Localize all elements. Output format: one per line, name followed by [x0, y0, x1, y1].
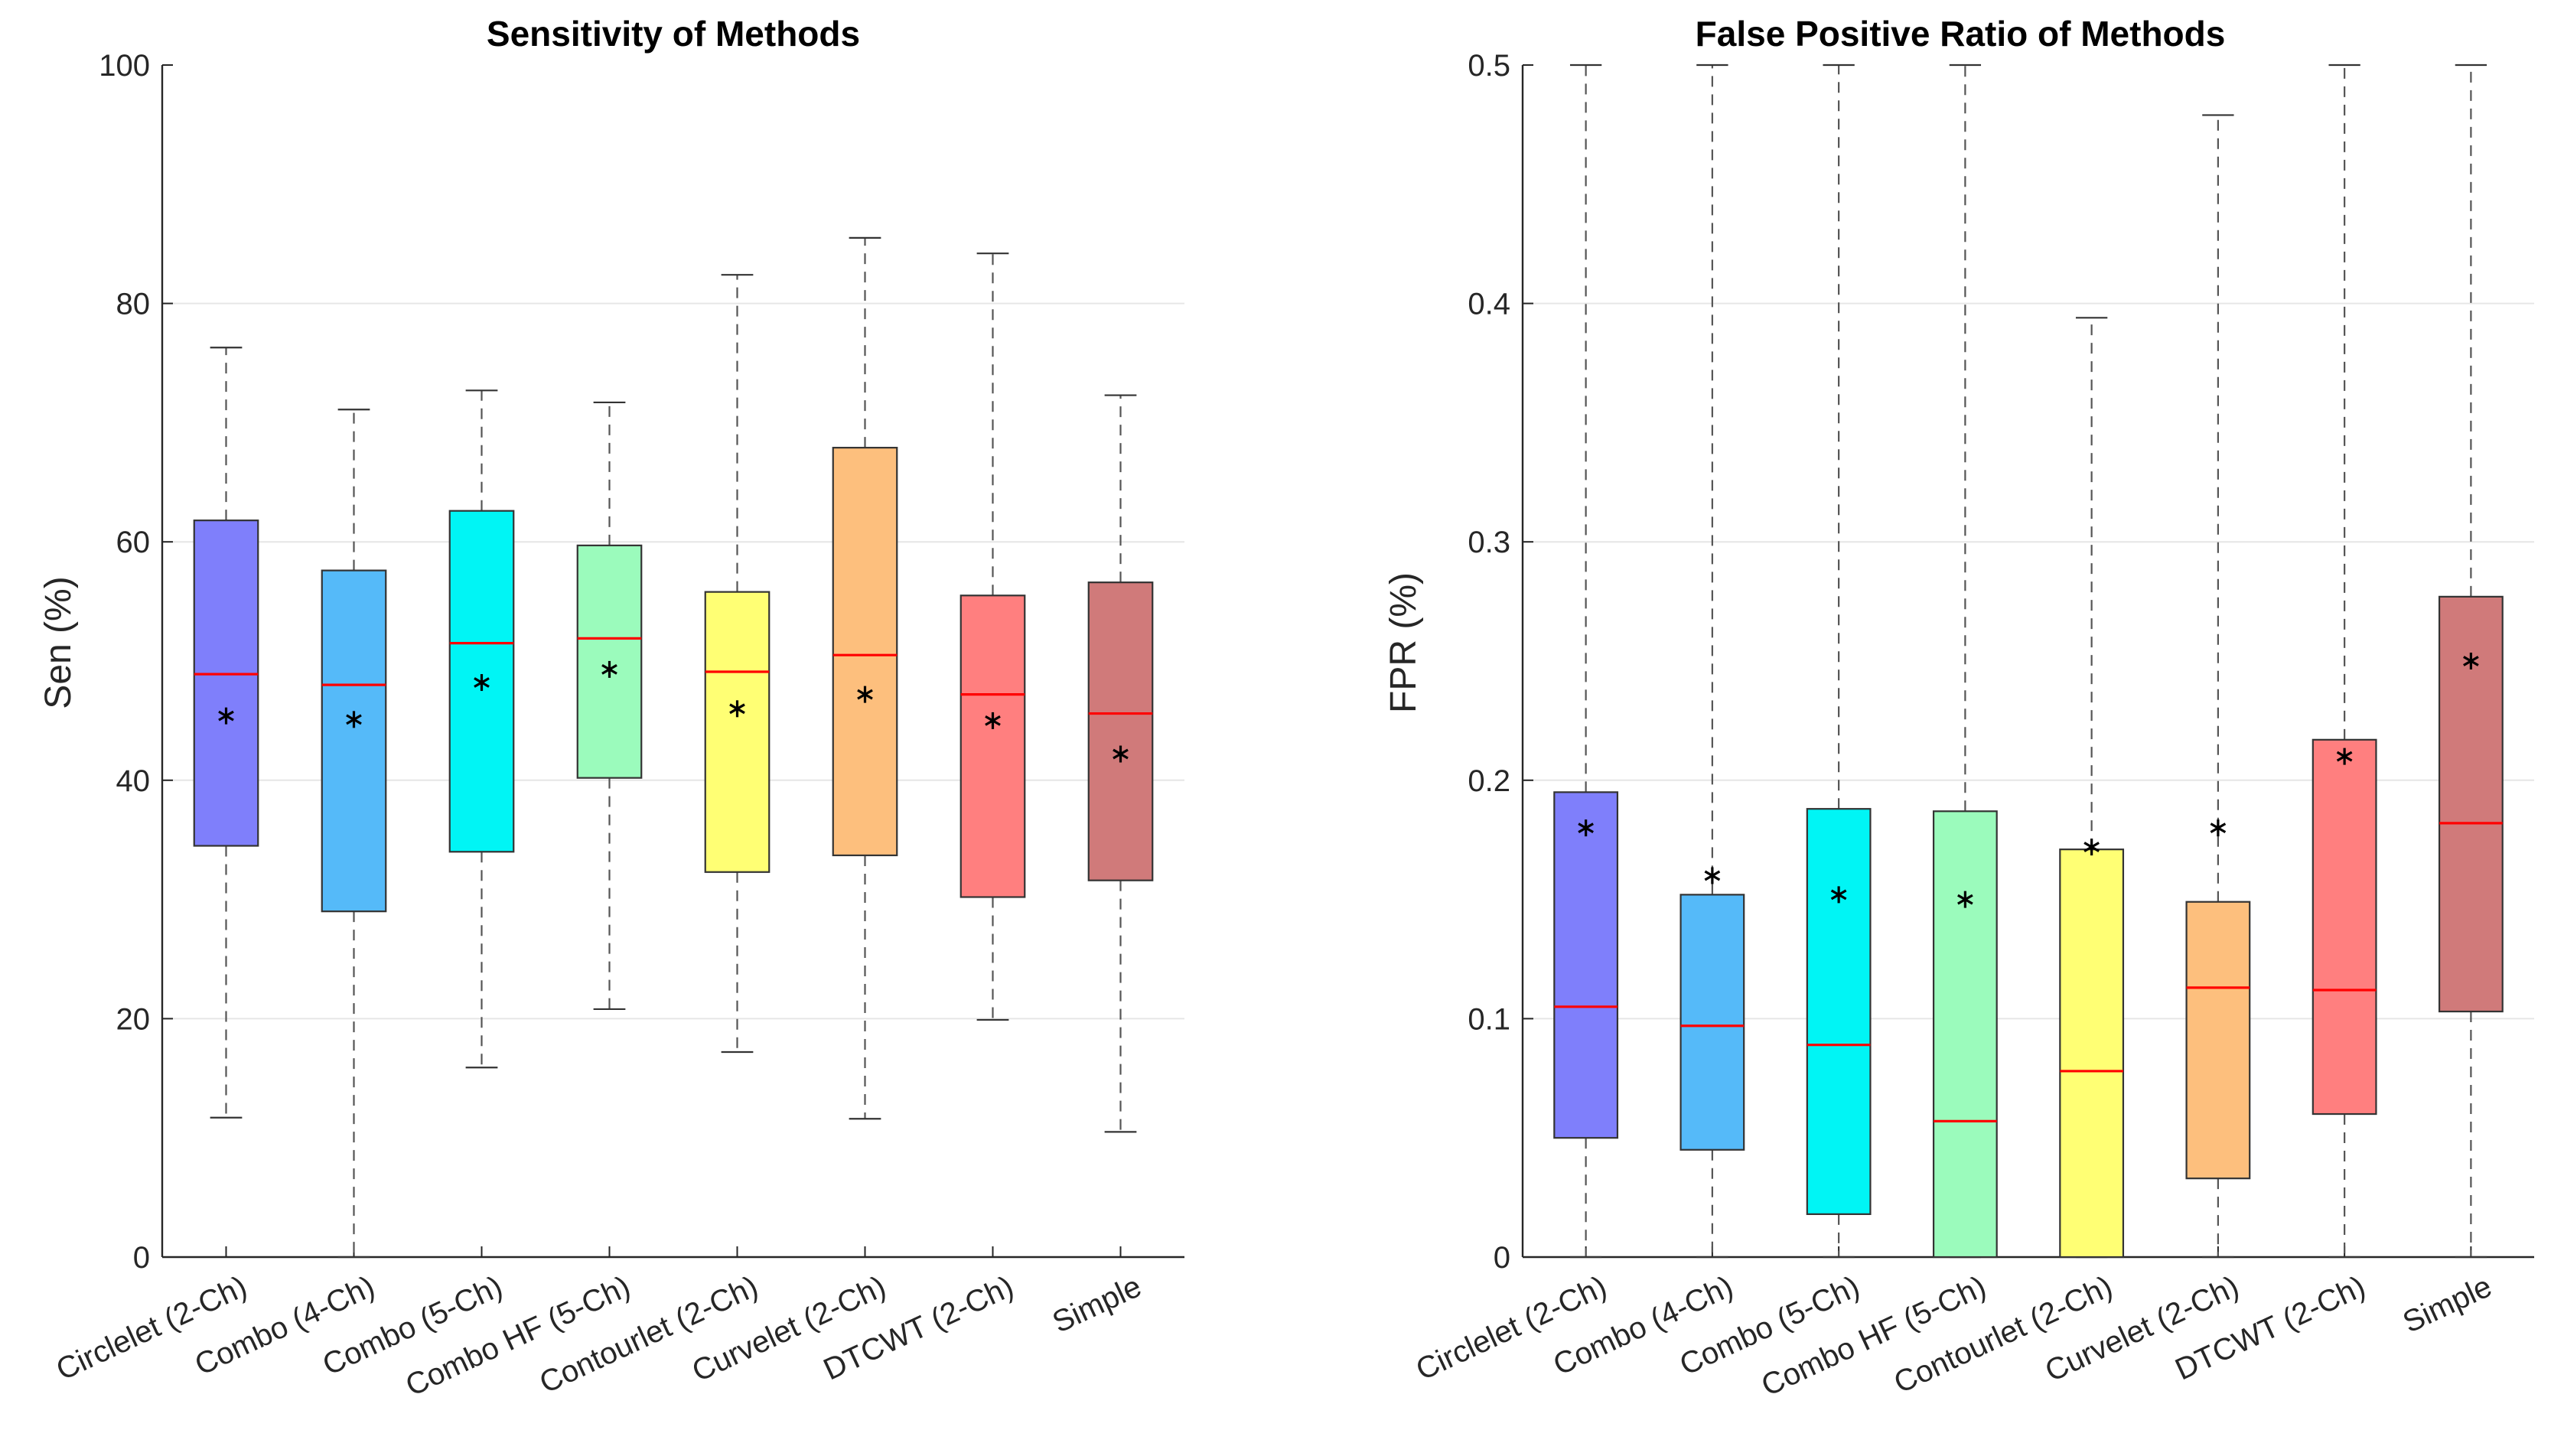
false-positive-ratio-chart: False Positive Ratio of Methods FPR (%) …: [1383, 14, 2534, 1402]
mean-marker-stroke: [1957, 894, 1973, 905]
box: [1553, 791, 1619, 1139]
mean-marker: [1957, 891, 1973, 908]
mean-marker-stroke: [1113, 748, 1129, 760]
mean-marker: [1578, 819, 1594, 837]
y-tick-label: 20: [116, 1002, 151, 1036]
x-tick-label: Combo HF (5-Ch): [401, 1269, 636, 1402]
y-tick-label: 40: [116, 764, 151, 798]
y-tick-label: 100: [99, 49, 150, 83]
mean-marker-stroke: [857, 689, 873, 700]
sensitivity-chart: Sensitivity of Methods Sen (%) 0 20 40 60 80…: [38, 14, 1184, 1402]
mean-marker: [857, 686, 873, 703]
mean-marker: [729, 700, 745, 718]
mean-marker-stroke: [729, 703, 745, 715]
x-tick-label: Contourlet (2-Ch): [535, 1269, 764, 1399]
box: [1932, 810, 1998, 1259]
mean-marker-stroke: [474, 677, 490, 688]
mean-marker: [474, 674, 490, 692]
x-tick-label: Simple: [1047, 1269, 1146, 1340]
mean-marker-stroke: [346, 714, 362, 725]
mean-marker: [1704, 867, 1721, 884]
chart-title: False Positive Ratio of Methods: [1696, 14, 2226, 54]
y-tick-label: 80: [116, 288, 151, 321]
y-axis-label: Sen (%): [38, 576, 79, 708]
mean-marker: [2083, 839, 2100, 856]
y-tick-label: 0.5: [1468, 49, 1510, 83]
x-tick-label: Contourlet (2-Ch): [1889, 1269, 2118, 1399]
y-tick-label: 0.3: [1468, 526, 1510, 559]
box: [193, 520, 259, 847]
mean-marker-stroke: [1704, 870, 1721, 881]
box: [959, 594, 1026, 898]
box: [2312, 738, 2377, 1116]
mean-marker-stroke: [1578, 822, 1594, 834]
box: [832, 447, 898, 857]
box: [2059, 849, 2125, 1259]
x-tick-label: Combo HF (5-Ch): [1757, 1269, 1992, 1402]
mean-marker-stroke: [218, 710, 234, 721]
box: [704, 591, 771, 873]
mean-marker-stroke: [2336, 751, 2353, 762]
box: [1806, 808, 1872, 1216]
mean-marker: [2463, 653, 2479, 669]
mean-marker: [985, 712, 1001, 729]
y-tick-label: 0: [133, 1241, 150, 1275]
mean-marker-stroke: [2083, 842, 2100, 852]
mean-marker-stroke: [2463, 656, 2479, 666]
y-tick-label: 0: [1494, 1241, 1510, 1275]
mean-marker-stroke: [1830, 889, 1847, 901]
box: [1679, 894, 1745, 1151]
chart-title: Sensitivity of Methods: [487, 14, 860, 54]
x-tick-label: Simple: [2398, 1269, 2497, 1340]
mean-marker: [218, 707, 234, 725]
mean-marker: [2336, 748, 2353, 765]
box: [1087, 581, 1154, 881]
y-tick-label: 0.4: [1468, 288, 1510, 321]
mean-marker-stroke: [985, 715, 1001, 726]
y-axis-label: FPR (%): [1383, 572, 1424, 713]
mean-marker-stroke: [601, 664, 617, 675]
box: [2185, 901, 2251, 1180]
y-tick-label: 60: [116, 526, 151, 559]
mean-marker-stroke: [2210, 822, 2227, 834]
mean-marker: [1830, 886, 1847, 904]
y-tick-label: 0.2: [1468, 764, 1510, 798]
y-tick-label: 0.1: [1468, 1002, 1510, 1036]
mean-marker: [1113, 745, 1129, 763]
box: [321, 569, 387, 913]
mean-marker: [346, 711, 362, 728]
mean-marker: [2210, 819, 2227, 837]
mean-marker: [601, 660, 617, 678]
